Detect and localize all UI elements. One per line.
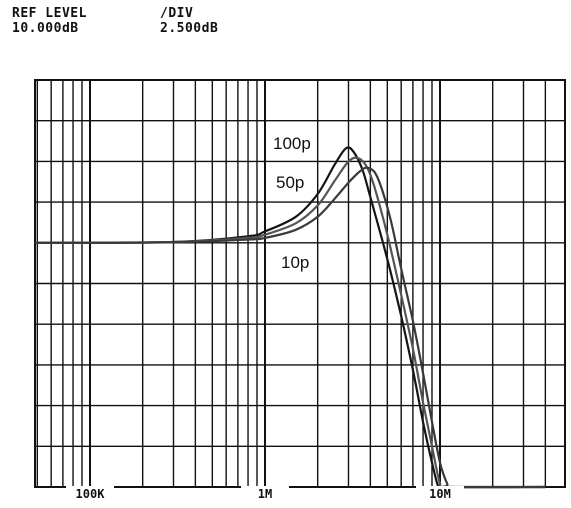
series-line-10p [34, 166, 546, 489]
ref-level-label: REF LEVEL [12, 6, 87, 21]
ref-level-readout: REF LEVEL 10.000dB [12, 6, 87, 36]
div-value: 2.500dB [160, 21, 219, 36]
x-tick-label-bg [416, 486, 464, 502]
chart-series [34, 146, 546, 490]
x-tick-label: 10M [429, 487, 451, 501]
series-line-100p [34, 146, 546, 490]
plot-frame [34, 79, 566, 488]
ref-level-value: 10.000dB [12, 21, 79, 36]
scale-per-division-readout: /DIV 2.500dB [160, 6, 218, 36]
x-tick-label-bg [241, 486, 289, 502]
div-label: /DIV [160, 6, 194, 21]
x-tick-label: 100K [76, 487, 106, 501]
series-label-100p: 100p [273, 134, 311, 153]
series-line-50p [34, 156, 546, 489]
series-label-50p: 50p [276, 173, 304, 192]
x-axis-tick-labels: 100K 1M 10M [66, 486, 464, 502]
x-tick-label-bg [66, 486, 114, 502]
x-tick-label: 1M [258, 487, 272, 501]
series-label-10p: 10p [281, 253, 309, 272]
chart-annotations: 100p 50p 10p [273, 134, 311, 272]
